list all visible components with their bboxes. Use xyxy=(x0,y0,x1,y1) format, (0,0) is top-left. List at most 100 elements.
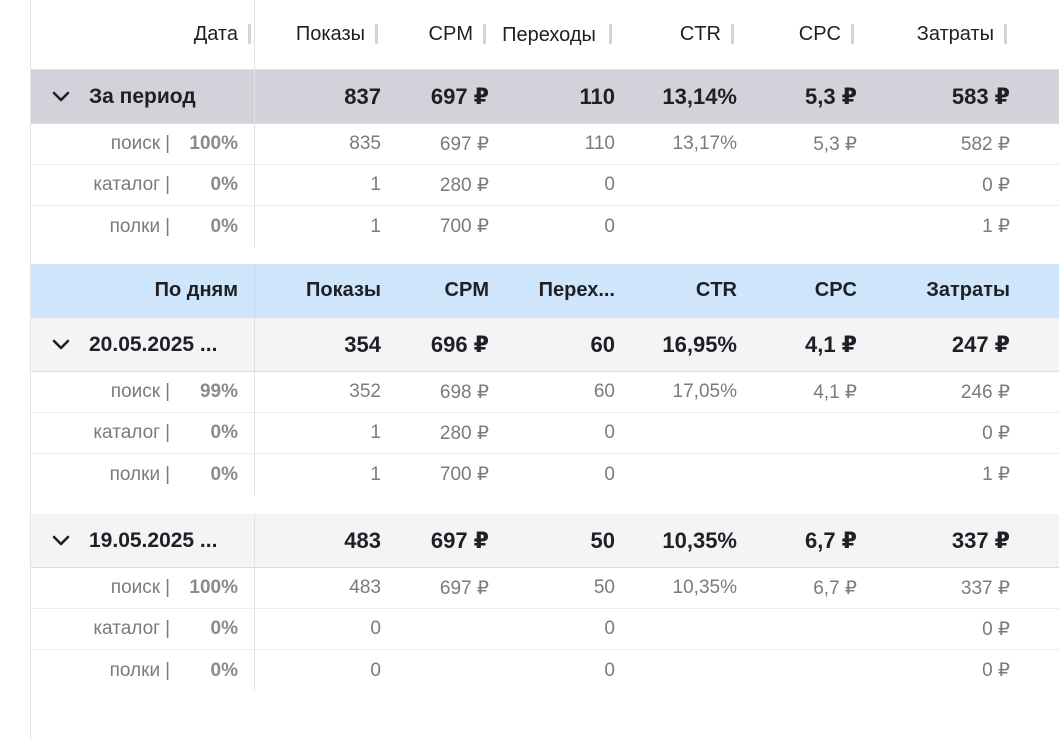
value-cpm: 697 ₽ xyxy=(430,527,489,553)
value-cpc: 4,1 ₽ xyxy=(813,381,857,403)
value-clicks: 50 xyxy=(590,527,615,553)
separator: | xyxy=(165,215,170,237)
days-header-impressions[interactable]: Показы xyxy=(306,279,381,301)
value-ctr xyxy=(615,413,737,453)
column-resize-handle[interactable] xyxy=(248,24,251,44)
source-cell: полки | 0% xyxy=(31,206,255,247)
value-clicks: 60 xyxy=(593,381,615,402)
left-border xyxy=(30,0,31,740)
header-filler xyxy=(1010,0,1059,69)
value-cpc: 5,3 ₽ xyxy=(804,83,857,109)
value-ctr xyxy=(615,650,737,691)
value-ctr xyxy=(615,165,737,205)
value-cpc xyxy=(737,206,857,247)
filler xyxy=(1010,318,1059,371)
value-impressions: 483 xyxy=(344,527,381,553)
days-header-cpc[interactable]: CPC xyxy=(814,279,857,301)
separator: | xyxy=(165,463,170,485)
table-row: каталог | 0% 1 280 ₽ 0 0 ₽ xyxy=(31,165,1059,206)
day-detail-rows: поиск | 99% 352 698 ₽ 60 17,05% 4,1 ₽ 246 … xyxy=(31,372,1059,495)
column-resize-handle[interactable] xyxy=(609,24,612,44)
value-cpc xyxy=(737,165,857,205)
value-spend: 582 ₽ xyxy=(960,133,1010,155)
value-spend: 337 ₽ xyxy=(951,527,1010,553)
value-clicks: 60 xyxy=(590,331,615,357)
source-cell: полки | 0% xyxy=(31,650,255,691)
value-impressions: 1 xyxy=(370,215,381,237)
value-clicks: 0 xyxy=(604,463,615,485)
value-spend: 0 ₽ xyxy=(982,660,1010,681)
value-cpc: 4,1 ₽ xyxy=(804,331,857,357)
days-header-label[interactable]: По дням xyxy=(31,264,255,317)
value-spend: 337 ₽ xyxy=(960,577,1010,599)
filler xyxy=(1010,454,1059,495)
days-header-cpm[interactable]: CPM xyxy=(444,279,489,301)
day-summary-row[interactable]: 20.05.2025 ... 354 696 ₽ 60 16,95% 4,1 ₽… xyxy=(31,318,1059,372)
column-resize-handle[interactable] xyxy=(1004,24,1007,44)
column-resize-handle[interactable] xyxy=(483,24,486,44)
table-row: полки | 0% 1 700 ₽ 0 1 ₽ xyxy=(31,206,1059,247)
header-cpm[interactable]: CPM xyxy=(381,0,489,69)
spacer xyxy=(31,247,1059,264)
table-row: каталог | 0% 0 0 0 ₽ xyxy=(31,609,1059,650)
source-share: 100% xyxy=(189,577,238,598)
header-spend[interactable]: Затраты xyxy=(857,0,1010,69)
chevron-down-icon[interactable] xyxy=(51,335,71,355)
source-cell: поиск | 100% xyxy=(31,568,255,608)
source-share: 0% xyxy=(210,463,238,485)
chevron-down-icon[interactable] xyxy=(51,87,71,107)
source-share: 0% xyxy=(210,422,238,443)
value-cpc: 6,7 ₽ xyxy=(804,527,857,553)
value-cpc: 6,7 ₽ xyxy=(813,577,857,599)
value-cpm: 280 ₽ xyxy=(439,174,489,196)
day-label-cell[interactable]: 20.05.2025 ... xyxy=(31,318,255,371)
value-cpm: 696 ₽ xyxy=(430,331,489,357)
value-ctr: 13,14% xyxy=(662,83,737,109)
filler xyxy=(1010,413,1059,453)
column-resize-handle[interactable] xyxy=(731,24,734,44)
value-cpc xyxy=(737,650,857,691)
day-summary-row[interactable]: 19.05.2025 ... 483 697 ₽ 50 10,35% 6,7 ₽… xyxy=(31,514,1059,568)
header-date[interactable]: Дата xyxy=(31,0,255,69)
table-row: полки | 0% 1 700 ₽ 0 1 ₽ xyxy=(31,454,1059,495)
header-cpc[interactable]: CPC xyxy=(737,0,857,69)
value-impressions: 483 xyxy=(349,577,381,598)
value-clicks: 0 xyxy=(604,659,615,681)
value-spend: 0 ₽ xyxy=(982,422,1010,444)
source-cell: каталог | 0% xyxy=(31,609,255,649)
column-resize-handle[interactable] xyxy=(375,24,378,44)
value-cpm xyxy=(381,650,489,691)
header-ctr[interactable]: CTR xyxy=(615,0,737,69)
period-label-cell[interactable]: За период xyxy=(31,70,255,123)
spacer xyxy=(31,495,1059,514)
period-summary-row[interactable]: За период 837 697 ₽ 110 13,14% 5,3 ₽ 583… xyxy=(31,70,1059,124)
days-header-spend[interactable]: Затраты xyxy=(926,279,1010,301)
value-ctr: 16,95% xyxy=(662,331,737,357)
value-cpc: 5,3 ₽ xyxy=(813,133,857,155)
column-resize-handle[interactable] xyxy=(851,24,854,44)
filler xyxy=(1010,650,1059,691)
period-detail-rows: поиск | 100% 835 697 ₽ 110 13,17% 5,3 ₽ 58… xyxy=(31,124,1059,247)
filler xyxy=(1010,609,1059,649)
value-cpm: 697 ₽ xyxy=(430,83,489,109)
value-clicks: 0 xyxy=(604,174,615,195)
value-impressions: 1 xyxy=(370,422,381,443)
value-cpm: 700 ₽ xyxy=(439,216,489,237)
chevron-down-icon[interactable] xyxy=(51,531,71,551)
day-label-cell[interactable]: 19.05.2025 ... xyxy=(31,514,255,567)
value-impressions: 0 xyxy=(370,618,381,639)
source-cell: каталог | 0% xyxy=(31,165,255,205)
value-ctr xyxy=(615,454,737,495)
value-impressions: 835 xyxy=(349,133,381,154)
value-clicks: 110 xyxy=(579,83,616,109)
days-header-ctr[interactable]: CTR xyxy=(695,279,737,301)
header-impressions[interactable]: Показы xyxy=(255,0,381,69)
value-ctr: 10,35% xyxy=(672,577,737,598)
value-clicks: 0 xyxy=(604,215,615,237)
stats-table: Дата Показы CPM Переходы CTR CPC Затраты… xyxy=(31,0,1059,691)
days-header-clicks[interactable]: Перех... xyxy=(538,279,615,301)
value-impressions: 352 xyxy=(349,381,381,402)
value-spend: 247 ₽ xyxy=(951,331,1010,357)
value-spend: 1 ₽ xyxy=(982,464,1010,485)
header-clicks[interactable]: Переходы xyxy=(489,0,615,69)
